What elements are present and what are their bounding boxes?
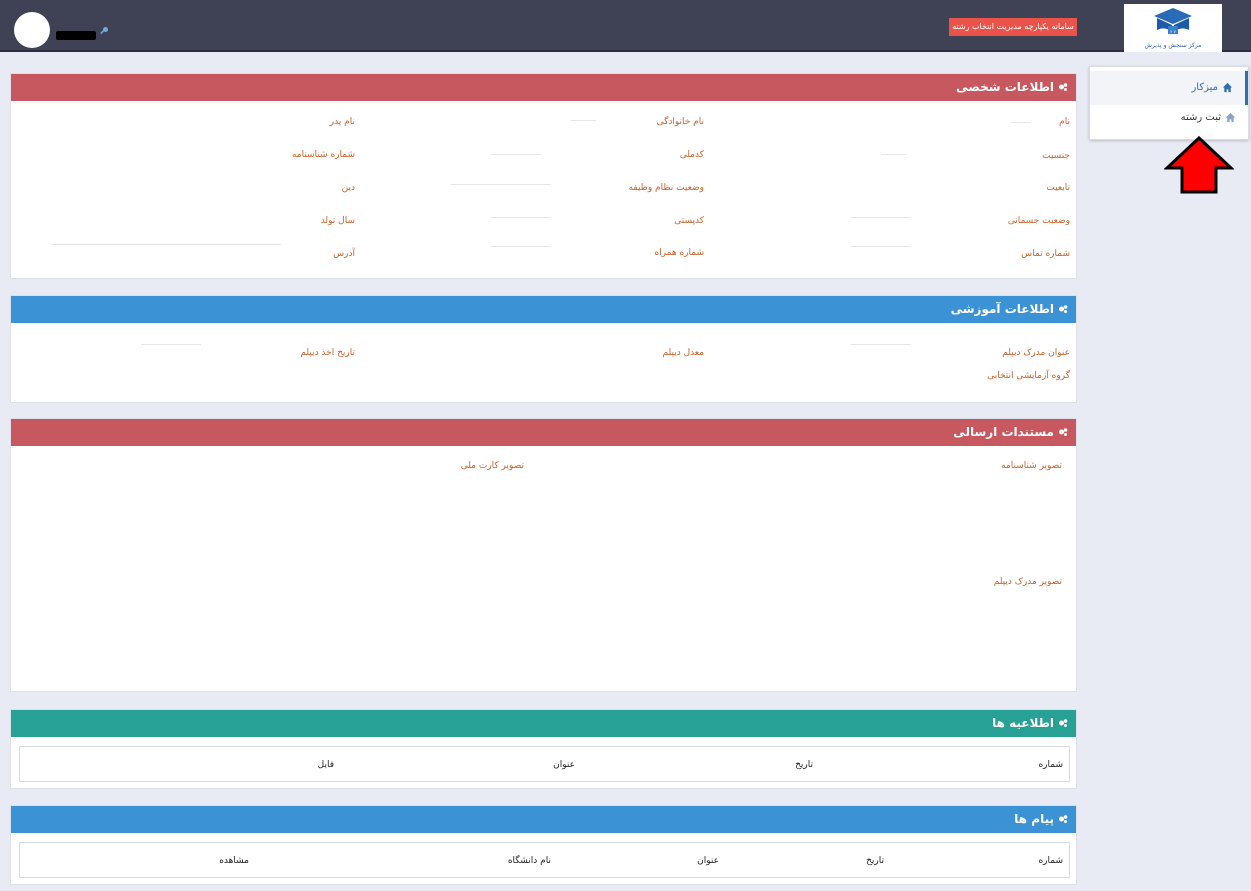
username-redacted (56, 31, 96, 40)
field-value-redacted (851, 246, 911, 247)
app-title-button[interactable]: سامانه یکپارچه مدیریت انتخاب رشته (949, 18, 1077, 36)
documents-panel: مستندات ارسالی تصویر شناسنامه تصویر کارت… (10, 418, 1077, 692)
gender-label: جنسیت (1042, 151, 1070, 161)
military-status-label: وضعیت نظام وظیفه (628, 183, 704, 193)
field-value-redacted (141, 344, 201, 345)
diploma-gpa-label: معدل دیپلم (662, 348, 704, 358)
cogs-icon (1059, 305, 1068, 313)
home-icon (1222, 82, 1233, 92)
column-header: شماره (1038, 856, 1063, 866)
column-header: عنوان (553, 760, 575, 770)
sidebar-item-dashboard[interactable]: میزکار (1090, 71, 1248, 105)
column-header: تاریخ (866, 856, 884, 866)
announcements-table: شماره تاریخ عنوان فایل (19, 746, 1070, 782)
sidebar: میزکار ثبت رشته (1089, 66, 1249, 140)
panel-title: پیام ها (1014, 812, 1054, 826)
cogs-icon (1059, 83, 1068, 91)
last-name-label: نام خانوادگی (656, 117, 704, 127)
religion-label: دین (341, 183, 355, 193)
education-info-panel: اطلاعات آموزشی عنوان مدرک دیپلم معدل دیپ… (10, 295, 1077, 403)
sidebar-item-register-major[interactable]: ثبت رشته (1090, 101, 1248, 135)
panel-title: اطلاعات آموزشی (950, 302, 1054, 316)
panel-title: مستندات ارسالی (953, 425, 1054, 439)
logo-caption: مرکز سنجش و پذیرش (1144, 42, 1202, 49)
field-value-redacted (491, 154, 541, 155)
birth-year-label: سال تولد (320, 216, 355, 226)
column-header: تاریخ (795, 760, 813, 770)
panel-title: اطلاعات شخصی (956, 80, 1054, 94)
field-value-redacted (491, 246, 551, 247)
panel-title: اطلاعیه ها (992, 716, 1054, 730)
column-header: مشاهده (219, 856, 249, 866)
sidebar-item-label: ثبت رشته (1180, 112, 1221, 123)
panel-header: اطلاعیه ها (11, 710, 1076, 737)
sidebar-item-label: میزکار (1191, 82, 1218, 93)
panel-header: مستندات ارسالی (11, 419, 1076, 446)
diploma-date-label: تاریخ اخذ دیپلم (300, 348, 355, 358)
university-logo-icon: ۲ ۷ (1154, 8, 1192, 34)
cogs-icon (1059, 428, 1068, 436)
id-number-label: شماره شناسنامه (291, 150, 355, 160)
field-value-redacted (1011, 122, 1031, 123)
field-value-redacted (491, 217, 551, 218)
national-code-label: کدملی (679, 150, 704, 160)
diploma-title-label: عنوان مدرک دیپلم (1002, 348, 1070, 358)
column-header: فایل (317, 760, 334, 770)
field-value-redacted (451, 184, 551, 185)
cogs-icon (1059, 815, 1068, 823)
svg-text:۲ ۷: ۲ ۷ (1170, 29, 1176, 34)
field-value-redacted (51, 244, 281, 245)
panel-header: پیام ها (11, 806, 1076, 833)
mobile-label: شماره همراه (654, 248, 704, 258)
home-icon (1225, 112, 1236, 122)
personal-info-panel: اطلاعات شخصی نام نام خانوادگی نام پدر جن… (10, 73, 1077, 279)
field-value-redacted (571, 120, 596, 121)
national-card-image-label: تصویر کارت ملی (460, 461, 524, 471)
column-header: نام دانشگاه (507, 856, 551, 866)
first-name-label: نام (1059, 117, 1070, 127)
field-value-redacted (851, 217, 911, 218)
exam-group-label: گروه آزمایشی انتخابی (987, 371, 1070, 381)
panel-header: اطلاعات آموزشی (11, 296, 1076, 323)
diploma-image-label: تصویر مدرک دیپلم (993, 577, 1062, 587)
announcements-panel: اطلاعیه ها شماره تاریخ عنوان فایل (10, 709, 1077, 789)
top-bar: سامانه یکپارچه مدیریت انتخاب رشته ۲ ۷ مر… (0, 0, 1251, 52)
red-arrow-annotation (1164, 136, 1234, 194)
field-value-redacted (881, 154, 906, 155)
nationality-label: تابعیت (1046, 183, 1070, 193)
key-icon[interactable] (99, 26, 109, 36)
birth-cert-image-label: تصویر شناسنامه (1001, 461, 1062, 471)
column-header: عنوان (697, 856, 719, 866)
column-header: شماره (1038, 760, 1063, 770)
panel-header: اطلاعات شخصی (11, 74, 1076, 101)
address-label: آدرس (333, 249, 355, 259)
father-name-label: نام پدر (329, 117, 355, 127)
postal-code-label: کدپستی (674, 216, 704, 226)
cogs-icon (1059, 719, 1068, 727)
field-value-redacted (851, 344, 911, 345)
physical-status-label: وضعیت جسمانی (1007, 216, 1070, 226)
avatar[interactable] (14, 12, 50, 48)
logo: ۲ ۷ مرکز سنجش و پذیرش (1124, 4, 1222, 52)
messages-table: شماره تاریخ عنوان نام دانشگاه مشاهده (19, 842, 1070, 878)
messages-panel: پیام ها شماره تاریخ عنوان نام دانشگاه مش… (10, 805, 1077, 885)
phone-label: شماره تماس (1021, 249, 1070, 259)
